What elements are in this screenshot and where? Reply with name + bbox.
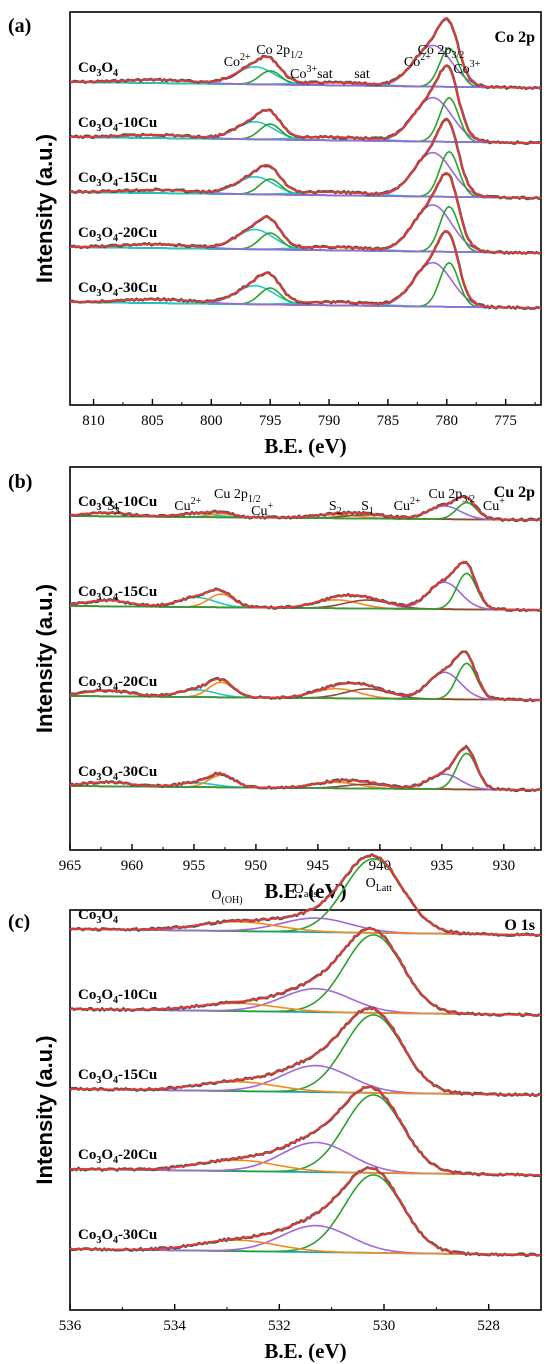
fit-envelope bbox=[69, 560, 541, 611]
peak-label: Co3+ bbox=[453, 59, 480, 77]
x-tick-label: 965 bbox=[59, 858, 82, 874]
spectrum-1: Co3O4 bbox=[69, 853, 542, 938]
peak-label: Co 2p1/2 bbox=[256, 43, 303, 61]
x-tick-label: 536 bbox=[59, 1318, 82, 1334]
peak-label: Cu2+ bbox=[174, 496, 201, 514]
corner-label: Cu 2p bbox=[494, 484, 535, 501]
sample-label: Co3O4-20Cu bbox=[78, 225, 157, 244]
peak-label: Oads bbox=[294, 882, 318, 900]
peak-label: OLatt bbox=[366, 876, 392, 894]
corner-label: O 1s bbox=[504, 917, 535, 934]
fit-envelope bbox=[70, 1086, 541, 1176]
peak-label: S3 bbox=[107, 499, 120, 517]
sample-label: Co3O4-20Cu bbox=[78, 674, 157, 693]
fit-envelope bbox=[69, 495, 541, 521]
sample-label: Co3O4-10Cu bbox=[78, 494, 157, 513]
x-tick-label: 795 bbox=[259, 413, 282, 429]
sample-label: Co3O4-10Cu bbox=[78, 115, 157, 134]
fit-envelope bbox=[70, 927, 541, 1016]
fit-envelope bbox=[70, 64, 541, 144]
sample-label: Co3O4-15Cu bbox=[78, 170, 157, 189]
spectrum-3: Co3O4-20Cu bbox=[69, 650, 542, 703]
x-axis-label: B.E. (eV) bbox=[264, 434, 346, 458]
y-axis-label: Intensity (a.u.) bbox=[32, 1035, 57, 1184]
x-tick-label: 534 bbox=[163, 1318, 186, 1334]
corner-label: Co 2p bbox=[495, 29, 536, 46]
spectrum-5: Co3O4-30Cu bbox=[69, 229, 542, 311]
spectrum-2: Co3O4-10Cu bbox=[69, 64, 542, 146]
sample-label: Co3O4-30Cu bbox=[78, 280, 157, 299]
spectrum-1: Co3O4-10Cu bbox=[69, 494, 542, 523]
x-tick-label: 790 bbox=[318, 413, 341, 429]
peak-label: Cu2+ bbox=[394, 496, 421, 514]
x-tick-label: 532 bbox=[268, 1318, 291, 1334]
spectrum-2: Co3O4-15Cu bbox=[69, 560, 542, 613]
peak-label: S2 bbox=[329, 499, 342, 517]
x-tick-label: 955 bbox=[183, 858, 206, 874]
sample-label: Co3O4 bbox=[78, 60, 118, 79]
plot-frame bbox=[69, 11, 542, 406]
spectrum-4: Co3O4-20Cu bbox=[69, 1085, 541, 1178]
x-tick-label: 945 bbox=[307, 858, 330, 874]
fit-envelope bbox=[70, 854, 541, 936]
x-tick-label: 935 bbox=[431, 858, 454, 874]
x-tick-label: 800 bbox=[200, 413, 223, 429]
peak-label: Cu 2p1/2 bbox=[214, 487, 261, 505]
fit-envelope bbox=[70, 1006, 541, 1096]
peak-label: Co2+ bbox=[404, 52, 431, 70]
peak-label: Cu+ bbox=[483, 496, 505, 514]
sample-label: Co3O4 bbox=[78, 907, 118, 926]
sample-label: Co3O4-30Cu bbox=[78, 1227, 157, 1246]
panel-label: (b) bbox=[8, 471, 32, 493]
x-tick-label: 930 bbox=[493, 858, 516, 874]
fit-envelope bbox=[69, 746, 541, 791]
fit-envelope bbox=[70, 229, 541, 309]
sample-label: Co3O4-15Cu bbox=[78, 584, 157, 603]
spectrum-3: Co3O4-15Cu bbox=[69, 1005, 542, 1098]
x-tick-label: 960 bbox=[121, 858, 144, 874]
spectrum-1: Co3O4 bbox=[69, 16, 542, 91]
sample-label: Co3O4-10Cu bbox=[78, 987, 157, 1006]
sample-label: Co3O4-15Cu bbox=[78, 1067, 157, 1086]
x-tick-label: 805 bbox=[141, 413, 164, 429]
spectrum-2: Co3O4-10Cu bbox=[69, 926, 542, 1018]
x-axis-label: B.E. (eV) bbox=[264, 1339, 346, 1363]
sample-label: Co3O4-30Cu bbox=[78, 764, 157, 783]
y-axis-label: Intensity (a.u.) bbox=[32, 584, 57, 733]
panel-a: (a) 810 805 800 795 790 785 780 775 B.E. (eV) Inte… bbox=[8, 11, 542, 458]
x-tick-label: 950 bbox=[245, 858, 268, 874]
panel-c: (c) 536 534 532 530 528 B.E. (eV) Intensity (a.… bbox=[8, 853, 542, 1363]
y-axis-label: Intensity (a.u.) bbox=[32, 134, 57, 283]
x-tick-label: 810 bbox=[82, 413, 105, 429]
fit-envelope bbox=[70, 1166, 541, 1256]
peak-label: Co2+ bbox=[224, 52, 251, 70]
x-tick-label: 530 bbox=[373, 1318, 396, 1334]
peak-label: Cu+ bbox=[251, 501, 273, 519]
peak-label: sat bbox=[354, 67, 370, 82]
peak-label: Cu 2p3/2 bbox=[428, 487, 475, 505]
peak-label: S1 bbox=[361, 499, 374, 517]
fit-envelope bbox=[69, 650, 541, 701]
sample-label: Co3O4-20Cu bbox=[78, 1147, 157, 1166]
component-7 bbox=[70, 752, 541, 791]
x-tick-label: 780 bbox=[436, 413, 459, 429]
panel-label: (c) bbox=[8, 911, 30, 933]
panel-label: (a) bbox=[8, 15, 31, 37]
x-tick-label: 775 bbox=[494, 413, 517, 429]
spectrum-5: Co3O4-30Cu bbox=[69, 1165, 542, 1258]
spectrum-3: Co3O4-15Cu bbox=[69, 117, 542, 201]
plot-frame bbox=[69, 466, 542, 851]
peak-label: Co3+sat bbox=[290, 64, 333, 82]
x-tick-label: 785 bbox=[377, 413, 400, 429]
peak-label: O(OH) bbox=[211, 888, 242, 906]
fit-envelope bbox=[70, 17, 541, 89]
fit-envelope bbox=[70, 118, 541, 199]
peak-label: Co 2p3/2 bbox=[418, 43, 465, 61]
spectrum-4: Co3O4-20Cu bbox=[69, 171, 541, 256]
spectrum-4: Co3O4-30Cu bbox=[69, 744, 541, 793]
fit-envelope bbox=[70, 171, 541, 254]
x-tick-label: 528 bbox=[477, 1318, 500, 1334]
